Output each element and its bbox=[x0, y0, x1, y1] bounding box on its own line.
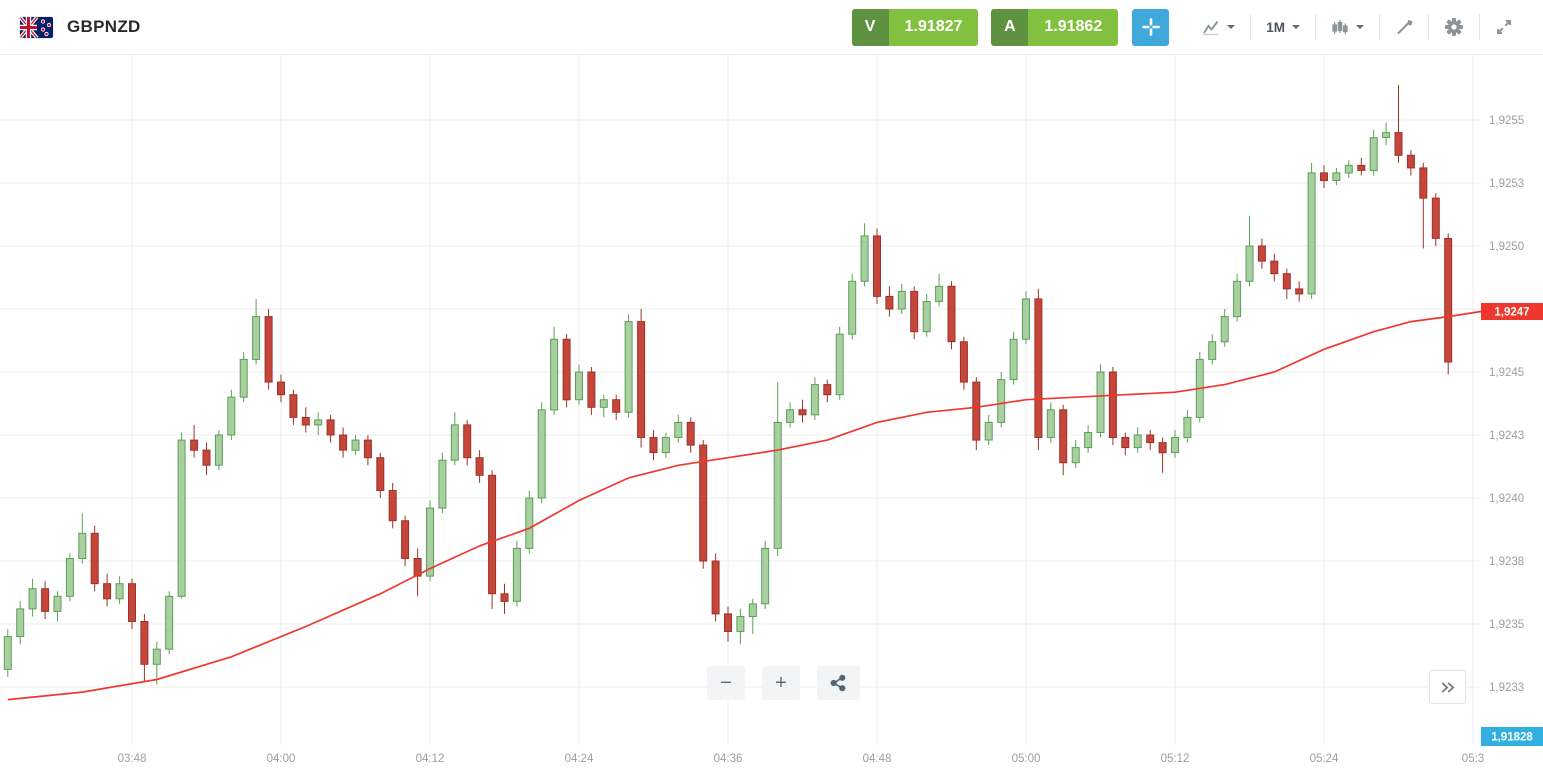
share-button[interactable] bbox=[817, 666, 860, 700]
crosshair-icon bbox=[1141, 18, 1160, 36]
sell-price: 1.91827 bbox=[888, 8, 979, 46]
indicators-button[interactable] bbox=[1316, 10, 1379, 44]
gbp-nzd-flag-icon bbox=[20, 16, 53, 38]
candlestick-series bbox=[3, 84, 1453, 685]
svg-text:1,9233: 1,9233 bbox=[1489, 682, 1524, 694]
instrument-header: GBPNZD bbox=[20, 16, 141, 38]
sell-tag: V bbox=[851, 8, 889, 46]
zoom-out-button[interactable]: − bbox=[707, 666, 745, 700]
chart-canvas[interactable]: 1,92551,92531,92501,92481,92451,92431,92… bbox=[0, 55, 1543, 779]
svg-text:04:00: 04:00 bbox=[267, 753, 296, 765]
time-axis[interactable]: 03:48 04:00 04:12 04:24 04:36 04:48 05:00 05:12… bbox=[118, 753, 1485, 765]
svg-text:03:48: 03:48 bbox=[118, 753, 147, 765]
expand-arrows-icon bbox=[1497, 20, 1511, 34]
share-icon bbox=[830, 674, 846, 692]
svg-text:05:24: 05:24 bbox=[1310, 753, 1339, 765]
line-chart-icon bbox=[1203, 20, 1219, 35]
drawing-tools-button[interactable] bbox=[1380, 10, 1428, 44]
svg-text:1,9245: 1,9245 bbox=[1489, 367, 1524, 379]
divider bbox=[1379, 14, 1380, 40]
svg-text:04:48: 04:48 bbox=[863, 753, 892, 765]
svg-text:05:3: 05:3 bbox=[1462, 753, 1484, 765]
collapse-panel-button[interactable] bbox=[1429, 670, 1466, 704]
svg-text:1,9247: 1,9247 bbox=[1494, 307, 1529, 319]
svg-text:05:00: 05:00 bbox=[1012, 753, 1041, 765]
trend-line-icon bbox=[1397, 19, 1413, 34]
svg-text:1,9253: 1,9253 bbox=[1489, 178, 1524, 190]
settings-button[interactable] bbox=[1429, 10, 1479, 44]
double-chevron-right-icon bbox=[1441, 681, 1455, 693]
chart-type-button[interactable] bbox=[1187, 10, 1250, 44]
divider bbox=[1428, 14, 1429, 40]
buy-tag: A bbox=[991, 8, 1029, 46]
chevron-down-icon bbox=[1356, 25, 1364, 29]
svg-text:1,9250: 1,9250 bbox=[1489, 241, 1524, 253]
svg-text:04:24: 04:24 bbox=[565, 753, 594, 765]
svg-text:1,91828: 1,91828 bbox=[1491, 732, 1533, 744]
zoom-controls: − + bbox=[707, 666, 860, 700]
symbol-title: GBPNZD bbox=[67, 17, 141, 36]
moving-average-line bbox=[7, 310, 1481, 701]
svg-text:04:12: 04:12 bbox=[416, 753, 445, 765]
buy-price: 1.91862 bbox=[1028, 8, 1119, 46]
candlestick-chart: 1,92551,92531,92501,92481,92451,92431,92… bbox=[0, 55, 1543, 765]
ma-price-tag: 1,9247 bbox=[1481, 303, 1543, 320]
chart-tools: 1M bbox=[1187, 10, 1528, 44]
buy-button[interactable]: A 1.91862 bbox=[991, 8, 1119, 46]
fullscreen-button[interactable] bbox=[1480, 10, 1528, 44]
candlesticks-icon bbox=[1332, 19, 1348, 34]
svg-text:1,9235: 1,9235 bbox=[1489, 619, 1524, 631]
chevron-down-icon bbox=[1227, 25, 1236, 29]
svg-text:05:12: 05:12 bbox=[1161, 753, 1190, 765]
toolbar: GBPNZD V 1.91827 A 1.91862 1M bbox=[0, 0, 1543, 55]
svg-text:04:36: 04:36 bbox=[714, 753, 743, 765]
divider bbox=[1479, 14, 1480, 40]
crosshair-button[interactable] bbox=[1132, 8, 1170, 46]
svg-text:1,9255: 1,9255 bbox=[1489, 115, 1524, 127]
timeframe-button[interactable]: 1M bbox=[1251, 10, 1315, 44]
last-price-tag: 1,91828 bbox=[1481, 727, 1543, 746]
chevron-down-icon bbox=[1292, 25, 1300, 29]
zoom-in-button[interactable]: + bbox=[762, 666, 800, 700]
timeframe-label: 1M bbox=[1266, 19, 1285, 35]
gear-icon bbox=[1445, 18, 1463, 36]
divider bbox=[1315, 14, 1316, 40]
svg-text:1,9238: 1,9238 bbox=[1489, 556, 1524, 568]
price-axis[interactable]: 1,92551,92531,92501,92481,92451,92431,92… bbox=[1489, 115, 1524, 694]
divider bbox=[1250, 14, 1252, 40]
sell-button[interactable]: V 1.91827 bbox=[851, 8, 979, 46]
svg-text:1,9243: 1,9243 bbox=[1489, 430, 1524, 442]
svg-text:1,9240: 1,9240 bbox=[1489, 493, 1524, 505]
